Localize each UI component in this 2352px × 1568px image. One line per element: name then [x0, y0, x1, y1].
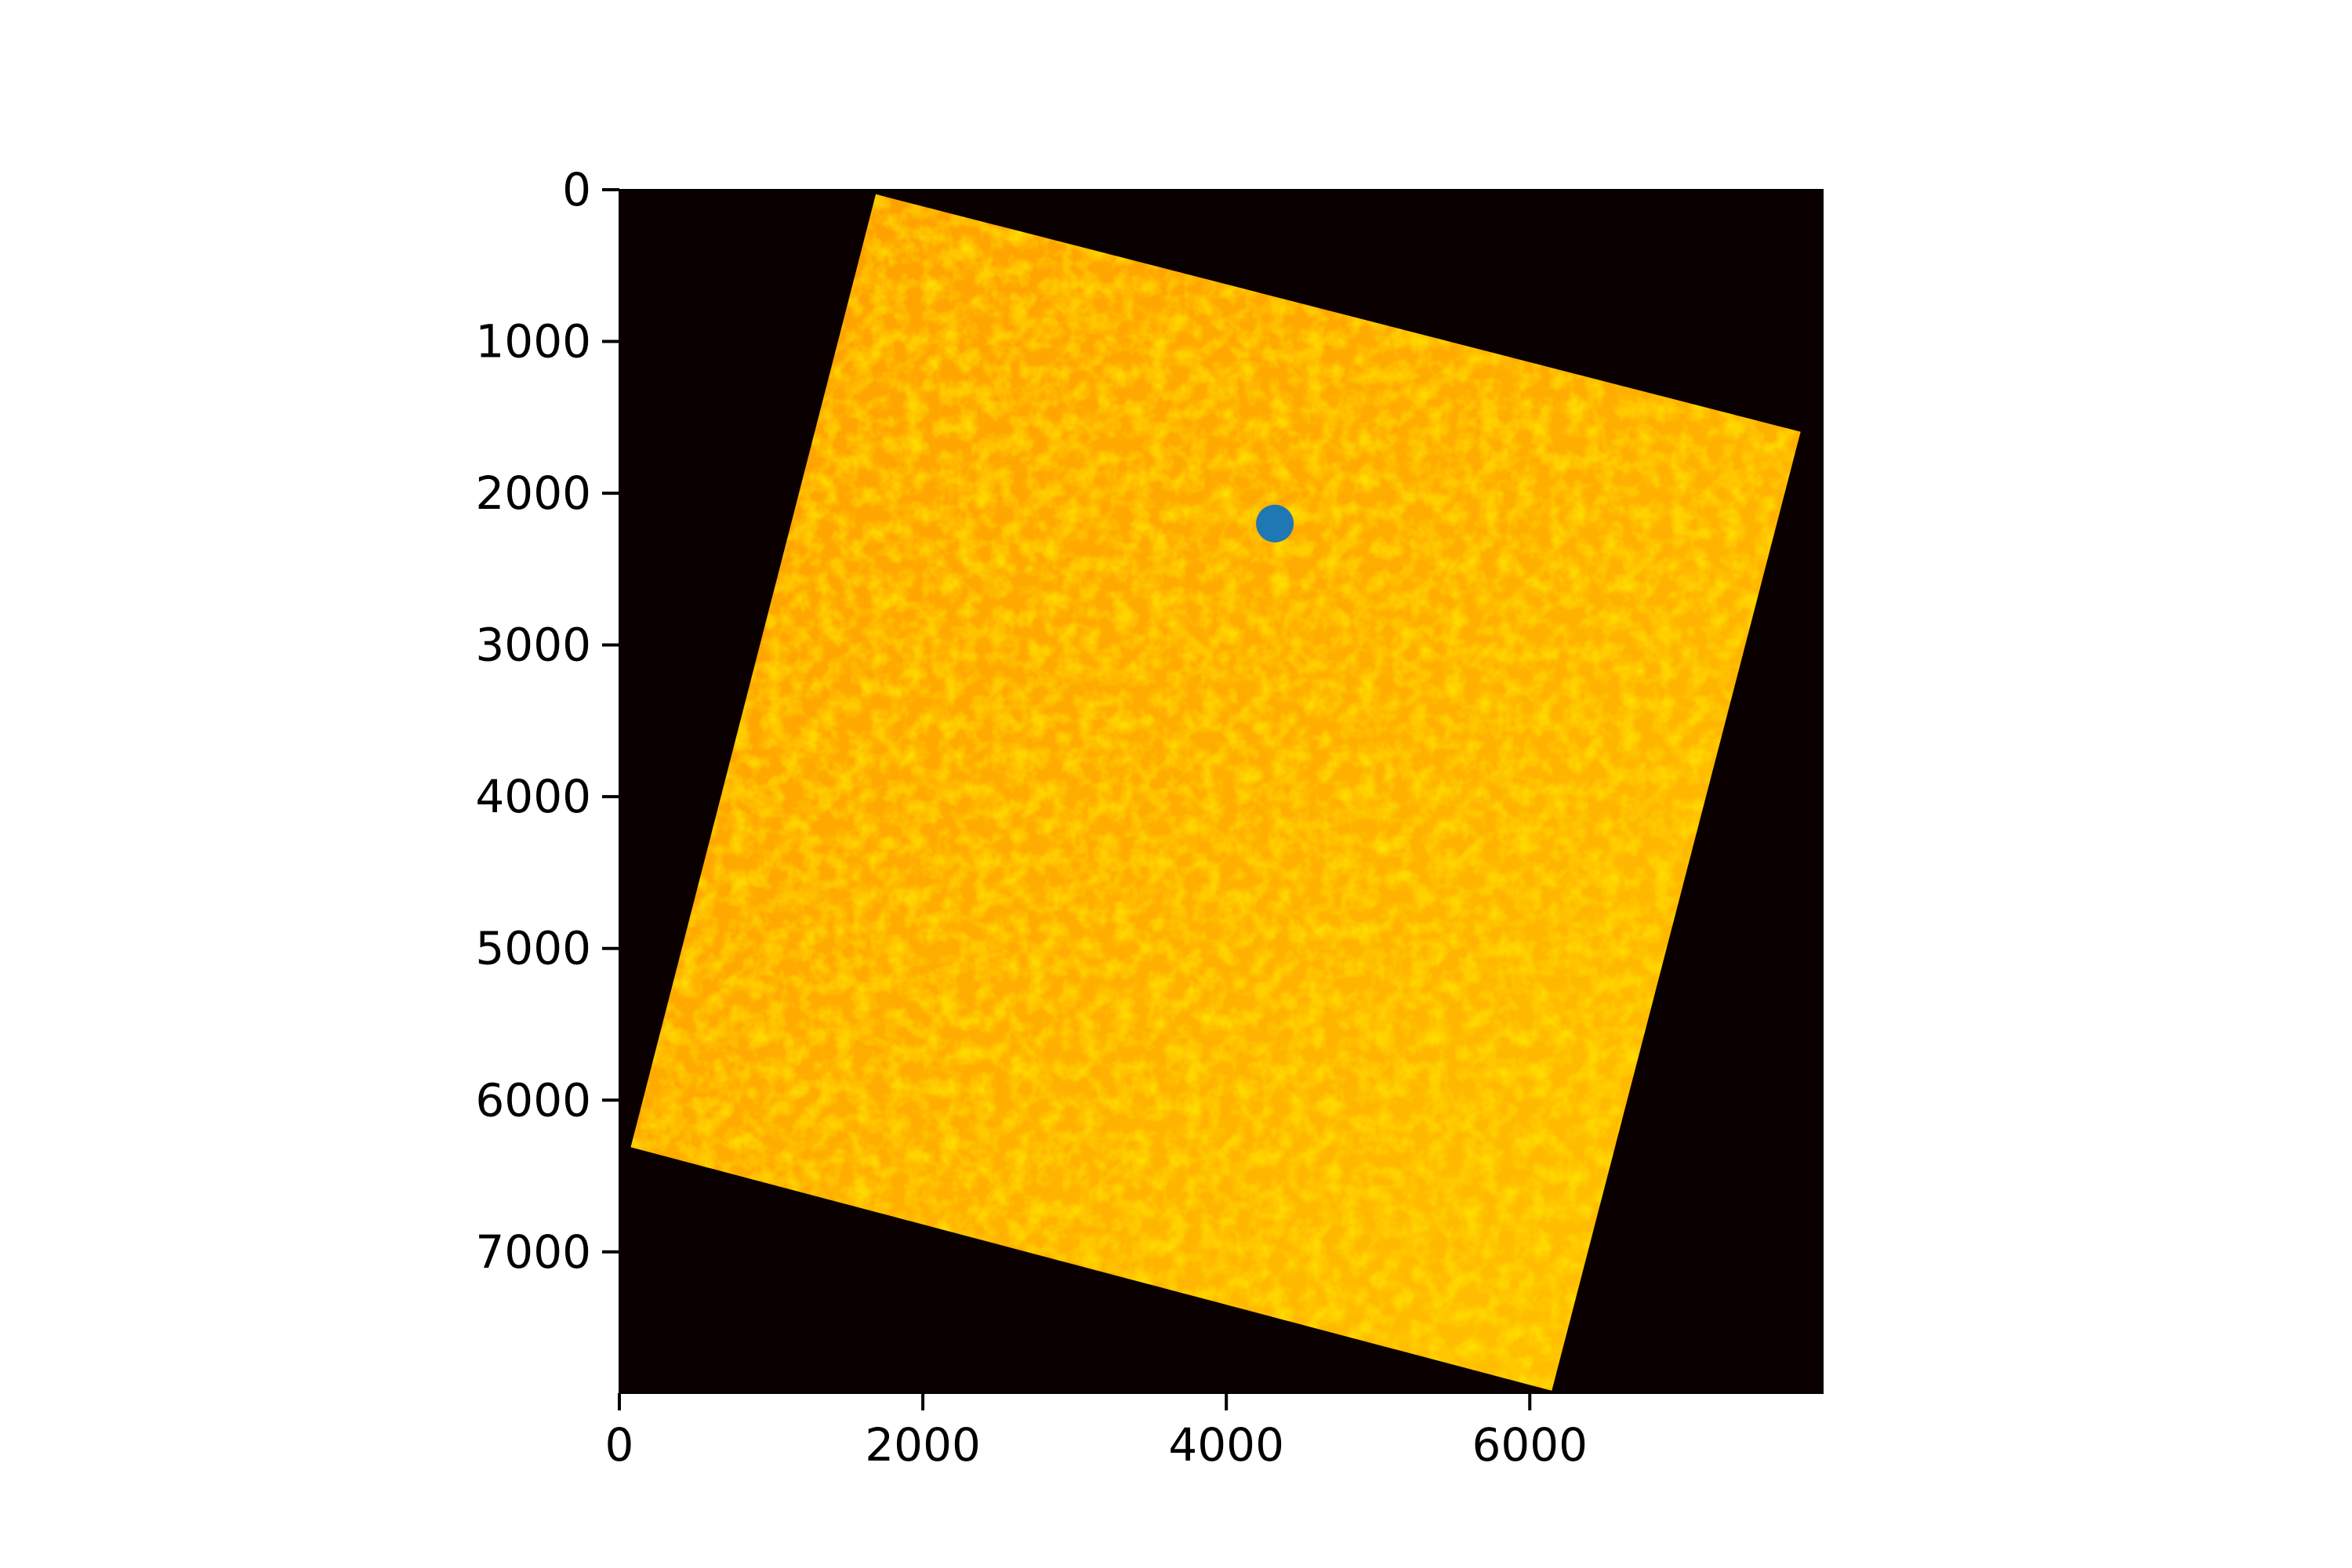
scatter-points	[1256, 504, 1294, 543]
axes-frame	[619, 189, 1824, 1394]
y-tick-label: 5000	[475, 922, 591, 975]
y-tick-label: 3000	[475, 619, 591, 672]
y-tick-label: 2000	[475, 466, 591, 520]
y-tick-label: 7000	[475, 1225, 591, 1279]
y-axis: 0 1000 2000 3000 4000 5000 6000 7000	[475, 163, 619, 1279]
y-tick-label: 0	[562, 163, 591, 216]
x-tick-label: 0	[605, 1418, 634, 1472]
x-tick-label: 4000	[1168, 1418, 1284, 1472]
y-tick-label: 4000	[475, 770, 591, 823]
y-tick-label: 6000	[475, 1073, 591, 1127]
scatter-point	[1256, 504, 1294, 543]
y-tick-label: 1000	[475, 315, 591, 368]
x-tick-label: 6000	[1472, 1418, 1588, 1472]
satellite-scene	[630, 194, 1801, 1391]
plot-area	[619, 189, 1824, 1394]
x-axis: 0 2000 4000 6000	[605, 1393, 1588, 1472]
x-tick-label: 2000	[865, 1418, 981, 1472]
